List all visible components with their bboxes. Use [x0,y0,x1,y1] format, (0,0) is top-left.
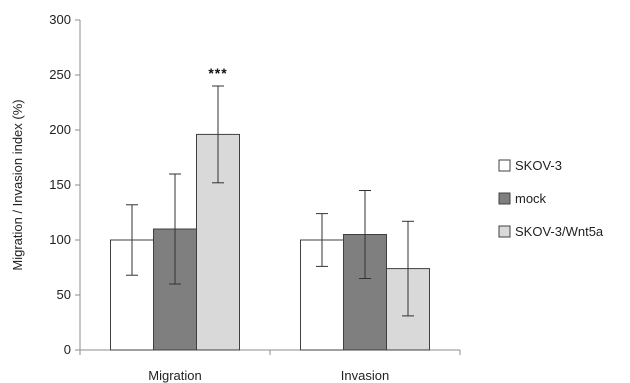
x-tick-label: Migration [148,368,201,383]
legend-swatch [498,225,511,238]
x-axis: Migration Invasion [79,349,461,383]
y-tick-label: 0 [64,342,71,357]
annotations: *** [208,65,227,81]
significance-annotation: *** [208,65,227,81]
legend-label: SKOV-3/Wnt5a [515,224,604,239]
legend-swatch [498,192,511,205]
y-tick-label: 300 [49,12,71,27]
y-axis-title: Migration / Invasion index (%) [10,99,25,270]
y-tick-label: 150 [49,177,71,192]
bars [110,133,430,351]
legend-label: SKOV-3 [515,158,562,173]
legend-label: mock [515,191,547,206]
y-tick-label: 250 [49,67,71,82]
y-tick-label: 50 [57,287,71,302]
legend-swatch [498,159,511,172]
y-axis: 0 50 100 150 200 250 300 [49,12,81,357]
legend: SKOV-3 mock SKOV-3/Wnt5a [498,158,604,239]
y-tick-label: 100 [49,232,71,247]
error-bars [126,85,414,317]
x-tick-label: Invasion [341,368,389,383]
y-tick-label: 200 [49,122,71,137]
